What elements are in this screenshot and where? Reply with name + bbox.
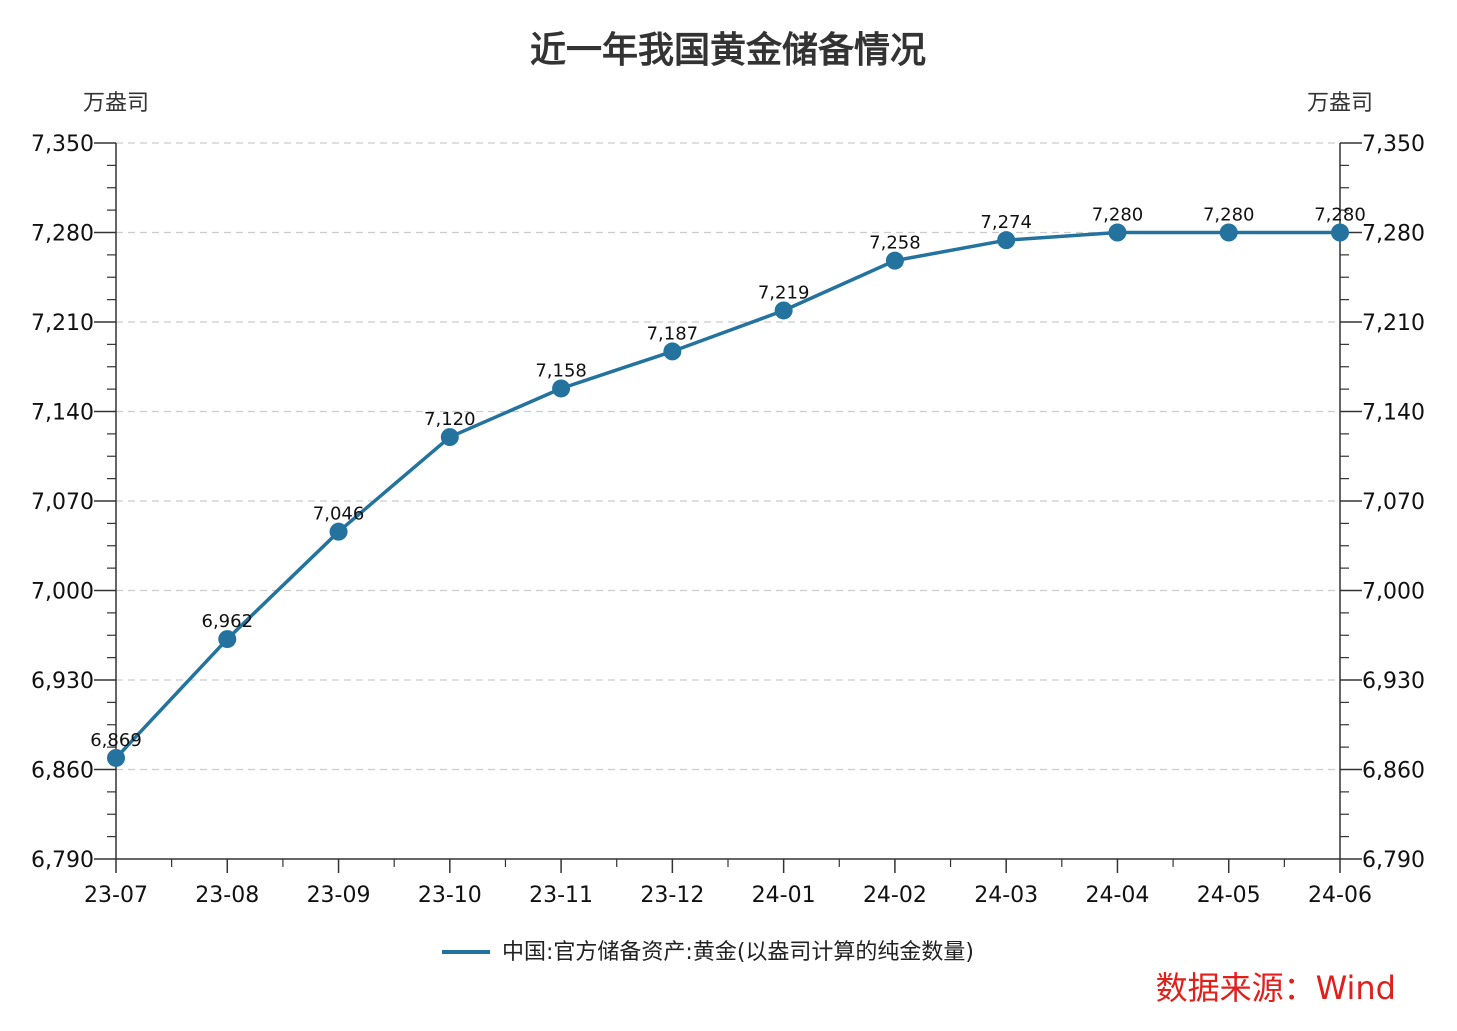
left-tick-label: 7,000 (31, 580, 94, 605)
data-source: 数据来源：Wind (1156, 969, 1396, 1007)
right-tick-label: 7,000 (1362, 580, 1425, 605)
x-tick-label: 23-09 (307, 883, 371, 908)
data-label: 6,962 (202, 611, 254, 632)
data-point[interactable] (107, 748, 125, 767)
data-label: 7,187 (647, 323, 699, 344)
series: 6,869 6,962 7,046 7,120 7,158 7,187 7,219 7,258… (90, 205, 1366, 767)
data-label: 7,120 (424, 409, 476, 430)
x-tick-label: 24-03 (974, 883, 1038, 908)
chart-title: 近一年我国黄金储备情况 (530, 29, 926, 71)
left-tick-label: 7,280 (31, 222, 94, 247)
left-tick-label: 7,140 (31, 401, 94, 426)
right-tick-label: 7,350 (1362, 132, 1425, 157)
data-point[interactable] (885, 251, 904, 270)
data-label: 7,280 (1203, 205, 1255, 226)
axes: 6,790 6,790 6,860 6,860 6,930 6,930 7,000 7,000… (31, 132, 1425, 908)
data-label: 7,274 (980, 212, 1032, 233)
left-tick-label: 7,350 (31, 132, 94, 157)
data-point[interactable] (552, 379, 571, 398)
x-tick-label: 24-06 (1308, 883, 1372, 908)
legend[interactable]: 中国:官方储备资产:黄金(以盎司计算的纯金数量) (442, 940, 974, 965)
data-label: 7,046 (313, 504, 365, 525)
data-point[interactable] (663, 342, 682, 361)
right-tick-label: 7,280 (1362, 222, 1425, 247)
data-point[interactable] (1331, 223, 1349, 242)
data-label: 7,280 (1092, 205, 1144, 226)
x-tick-label: 24-04 (1085, 883, 1149, 908)
x-tick-label: 23-10 (418, 883, 482, 908)
data-point[interactable] (440, 428, 459, 447)
right-tick-label: 7,210 (1362, 311, 1425, 336)
x-tick-label: 23-08 (195, 883, 259, 908)
legend-label: 中国:官方储备资产:黄金(以盎司计算的纯金数量) (502, 940, 974, 965)
data-point[interactable] (1108, 223, 1127, 242)
right-tick-label: 6,930 (1362, 669, 1425, 694)
data-point[interactable] (329, 522, 348, 541)
x-tick-label: 23-07 (84, 883, 148, 908)
grid (116, 142, 1340, 771)
left-tick-label: 6,930 (31, 669, 94, 694)
data-point[interactable] (997, 231, 1016, 250)
right-tick-label: 7,070 (1362, 490, 1425, 515)
data-label: 7,158 (535, 360, 587, 381)
right-tick-label: 6,860 (1362, 759, 1425, 784)
data-point[interactable] (1219, 223, 1238, 242)
left-tick-label: 7,210 (31, 311, 94, 336)
data-label: 7,258 (869, 233, 921, 254)
x-tick-label: 23-12 (640, 883, 704, 908)
right-tick-label: 7,140 (1362, 401, 1425, 426)
x-tick-label: 24-02 (863, 883, 927, 908)
left-tick-label: 7,070 (31, 490, 94, 515)
right-axis-unit: 万盎司 (1307, 91, 1373, 116)
data-label: 6,869 (90, 730, 142, 751)
right-tick-label: 6,790 (1362, 848, 1425, 873)
left-tick-label: 6,790 (31, 848, 94, 873)
left-axis-unit: 万盎司 (83, 91, 149, 116)
series-line (114, 230, 1340, 760)
x-tick-label: 23-11 (529, 883, 593, 908)
data-point[interactable] (774, 301, 793, 320)
x-tick-label: 24-01 (752, 883, 816, 908)
x-tick-label: 24-05 (1197, 883, 1261, 908)
data-label: 7,219 (758, 282, 810, 303)
left-tick-label: 6,860 (31, 759, 94, 784)
data-label: 7,280 (1314, 205, 1366, 226)
data-point[interactable] (218, 630, 237, 649)
